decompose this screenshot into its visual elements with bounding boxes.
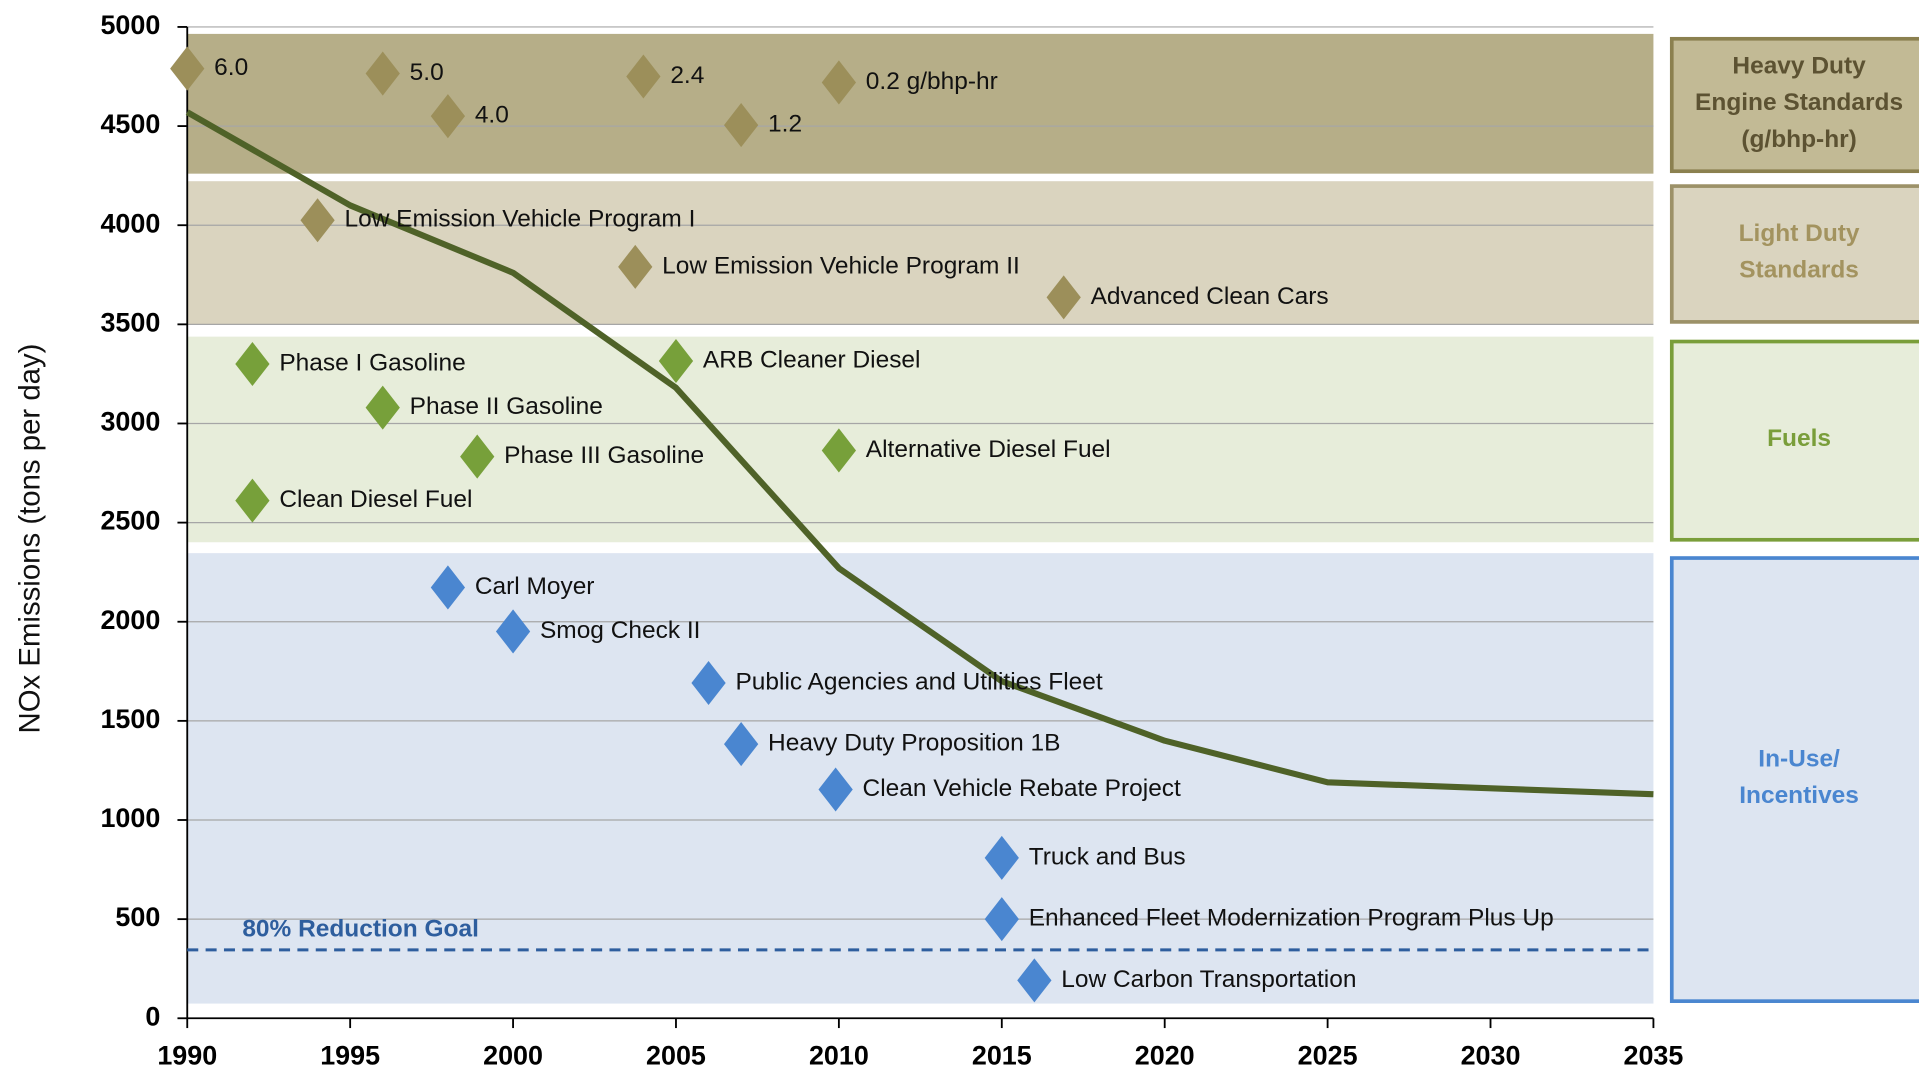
marker-label: 2.4 — [670, 62, 704, 89]
x-tick-label: 2000 — [483, 1041, 543, 1071]
y-axis-label: NOx Emissions (tons per day) — [14, 344, 47, 734]
diamond-marker — [460, 434, 495, 479]
diamond-marker — [821, 428, 857, 473]
y-tick-label: 500 — [115, 902, 160, 932]
y-tick-label: 1500 — [100, 704, 160, 734]
diamond-marker — [818, 767, 853, 812]
goal-label: 80% Reduction Goal — [242, 916, 479, 943]
band — [187, 33, 1654, 174]
marker-label: Smog Check II — [540, 617, 700, 644]
y-tick-label: 2000 — [100, 605, 160, 635]
x-tick-label: 2005 — [646, 1041, 706, 1071]
y-tick-label: 0 — [145, 1001, 160, 1031]
marker-label: Carl Moyer — [475, 573, 595, 600]
marker-label: Clean Diesel Fuel — [279, 486, 472, 513]
diamond-marker — [984, 897, 1019, 942]
x-tick-label: 2035 — [1623, 1041, 1683, 1071]
diamond-marker — [691, 660, 726, 706]
y-tick-label: 4500 — [100, 109, 160, 139]
group-label: Incentives — [1739, 782, 1859, 809]
marker-label: Low Emission Vehicle Program II — [662, 252, 1020, 279]
emissions-line — [185, 109, 1654, 798]
group-label: Heavy Duty — [1732, 53, 1866, 80]
marker-label: Enhanced Fleet Modernization Program Plu… — [1029, 905, 1554, 932]
marker-label: ARB Cleaner Diesel — [703, 346, 921, 373]
diamond-marker — [1017, 958, 1052, 1003]
y-tick-label: 3500 — [100, 307, 160, 337]
diamond-marker — [170, 46, 205, 91]
marker-label: Heavy Duty Proposition 1B — [768, 730, 1060, 757]
band — [187, 181, 1654, 325]
marker-label: Truck and Bus — [1029, 843, 1186, 870]
marker-label: Public Agencies and Utilities Fleet — [735, 668, 1102, 695]
group-box — [1669, 339, 1919, 542]
group-box — [1669, 556, 1919, 1003]
x-tick-label: 1990 — [157, 1041, 217, 1071]
marker-label: Low Carbon Transportation — [1061, 966, 1356, 993]
group-box — [1669, 184, 1919, 324]
marker-label: 1.2 — [768, 111, 802, 138]
y-tick-label: 4000 — [100, 208, 160, 238]
group-label: (g/bhp-hr) — [1741, 126, 1857, 153]
marker-label: 6.0 — [214, 54, 248, 81]
group-label: Light Duty — [1739, 220, 1860, 247]
marker-label: Low Emission Vehicle Program I — [345, 206, 696, 233]
diamond-marker — [1046, 275, 1081, 320]
marker-label: Alternative Diesel Fuel — [866, 436, 1111, 463]
diamond-marker — [235, 341, 270, 387]
band — [187, 336, 1654, 543]
diamond-marker — [658, 338, 694, 384]
diamond-marker — [821, 60, 857, 105]
diamond-marker — [626, 54, 661, 99]
x-tick-label: 2025 — [1298, 1041, 1358, 1071]
marker-label: Clean Vehicle Rebate Project — [863, 775, 1181, 802]
x-tick-label: 1995 — [320, 1041, 380, 1071]
group-label: In-Use/ — [1758, 745, 1840, 772]
diamond-marker — [724, 722, 759, 767]
x-tick-label: 2010 — [809, 1041, 869, 1071]
y-tick-label: 2500 — [100, 506, 160, 536]
group-label: Fuels — [1767, 425, 1831, 452]
x-tick-label: 2015 — [972, 1041, 1032, 1071]
y-tick-label: 5000 — [100, 10, 160, 40]
diamond-marker — [365, 51, 400, 96]
marker-label: Advanced Clean Cars — [1091, 283, 1329, 310]
diamond-marker — [984, 835, 1019, 880]
marker-label: Phase II Gasoline — [410, 393, 603, 420]
group-label: Standards — [1739, 257, 1859, 284]
marker-label: 4.0 — [475, 102, 509, 129]
x-tick-label: 2020 — [1135, 1041, 1195, 1071]
marker-label: Phase III Gasoline — [504, 442, 704, 469]
diamond-marker — [365, 385, 400, 430]
group-box — [1669, 36, 1919, 174]
marker-label: Phase I Gasoline — [279, 349, 465, 376]
marker-label: 5.0 — [410, 59, 444, 86]
y-tick-label: 1000 — [100, 803, 160, 833]
group-label: Engine Standards — [1695, 89, 1903, 116]
marker-label: 0.2 g/bhp-hr — [866, 68, 998, 95]
diamond-marker — [618, 244, 653, 289]
x-tick-label: 2030 — [1461, 1041, 1521, 1071]
y-tick-label: 3000 — [100, 407, 160, 437]
